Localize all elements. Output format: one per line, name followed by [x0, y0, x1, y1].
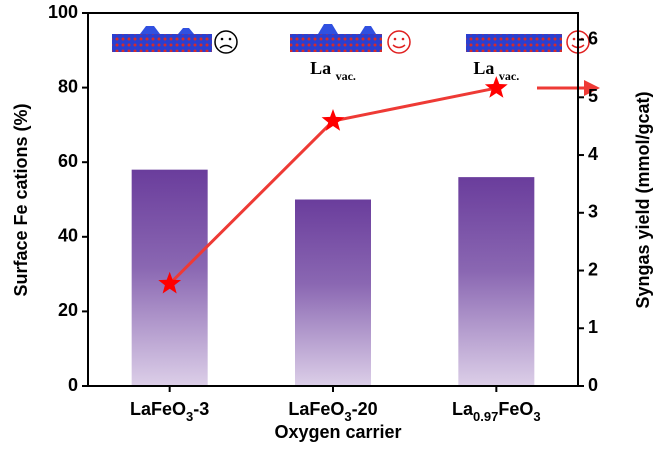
x-tick-label: LaFeO3-3: [130, 399, 209, 424]
x-tick-label: LaFeO3-20: [288, 399, 377, 424]
y-tick-label: 0: [68, 375, 78, 395]
y2-tick-label: 6: [588, 28, 598, 48]
y2-tick-label: 0: [588, 375, 598, 395]
bar: [295, 199, 371, 386]
star-marker: [158, 271, 182, 294]
plot-area: [131, 169, 535, 386]
y2-tick-label: 5: [588, 86, 598, 106]
decorations: [112, 24, 600, 96]
y-tick-label: 80: [58, 76, 78, 96]
y-tick-label: 40: [58, 226, 78, 246]
y2-tick-label: 3: [588, 202, 598, 222]
star-marker: [484, 76, 508, 98]
annotation: La vac.: [310, 58, 356, 83]
y2-tick-label: 2: [588, 259, 598, 279]
y2-tick-label: 4: [588, 144, 598, 164]
annotation: La vac.: [473, 58, 519, 83]
y2-tick-label: 1: [588, 317, 598, 337]
y-tick-label: 20: [58, 300, 78, 320]
x-tick-label: La0.97FeO3: [452, 399, 541, 424]
y2-axis-title: Syngas yield (mmol/gcat): [633, 91, 653, 308]
y-axis-title: Surface Fe cations (%): [11, 103, 31, 296]
star-marker: [321, 109, 345, 131]
y-tick-label: 100: [48, 2, 78, 22]
y-tick-label: 60: [58, 151, 78, 171]
x-axis-title: Oxygen carrier: [274, 422, 401, 442]
bar: [458, 177, 535, 386]
